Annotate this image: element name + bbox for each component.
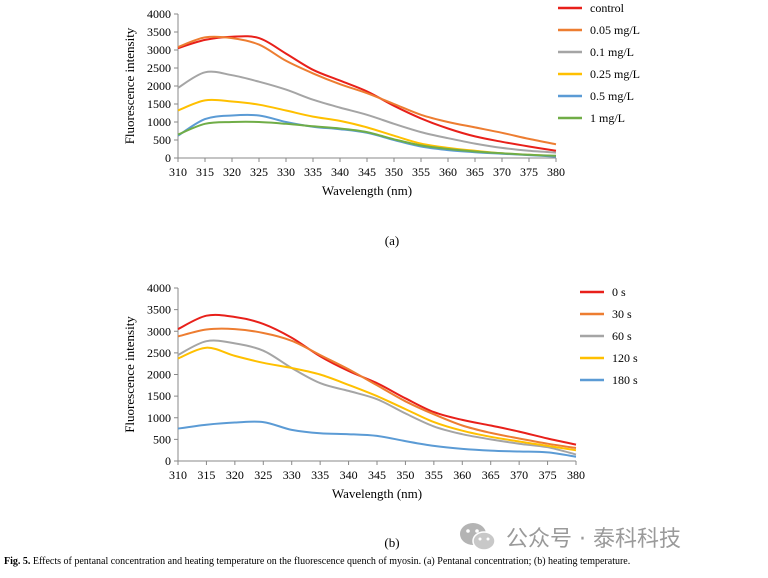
legend-label: 180 s [612, 373, 638, 387]
y-tick-label: 2000 [147, 79, 171, 93]
legend-label: 0.1 mg/L [590, 45, 634, 59]
caption-label: Fig. 5. [4, 556, 31, 567]
x-tick-label: 380 [567, 468, 585, 482]
y-axis-title: Fluorescence intensity [122, 27, 137, 144]
series-line-60-s [177, 339, 577, 456]
x-tick-label: 365 [482, 468, 500, 482]
y-tick-label: 0 [165, 454, 171, 468]
series-line-30-s [177, 327, 577, 449]
x-tick-label: 365 [466, 165, 484, 179]
legend-label: 0 s [612, 285, 626, 299]
x-axis-title: Wavelength (nm) [322, 183, 412, 198]
legend-label: 120 s [612, 351, 638, 365]
x-tick-label: 355 [412, 165, 430, 179]
x-tick-label: 315 [196, 165, 214, 179]
x-tick-label: 360 [453, 468, 471, 482]
x-tick-label: 345 [368, 468, 386, 482]
y-tick-label: 2500 [147, 61, 171, 75]
x-tick-label: 360 [439, 165, 457, 179]
y-tick-label: 3000 [147, 324, 171, 338]
x-tick-label: 375 [520, 165, 538, 179]
x-tick-label: 320 [226, 468, 244, 482]
series-line-0-1-mg-l [177, 70, 557, 154]
chart-panel-a: 0 500 1000 1500 2000 2500 3000 3500 4000 310 315 32… [122, 1, 640, 248]
y-tick-label: 1000 [147, 115, 171, 129]
legend-label: 60 s [612, 329, 632, 343]
x-tick-label: 310 [169, 468, 187, 482]
x-tick-label: 310 [169, 165, 187, 179]
wechat-logo-icon [460, 523, 496, 551]
legend-label: 30 s [612, 307, 632, 321]
legend-label: 1 mg/L [590, 111, 625, 125]
chart-panel-b: 0 500 1000 1500 2000 2500 3000 3500 4000 310 315 32… [122, 281, 638, 550]
y-tick-label: 2000 [147, 368, 171, 382]
series-line-control [177, 35, 557, 152]
caption-text: Effects of pentanal concentration and he… [32, 556, 631, 567]
y-tick-label: 1500 [147, 389, 171, 403]
x-tick-label: 370 [493, 165, 511, 179]
series-line-0-05-mg-l [177, 35, 557, 146]
x-tick-label: 330 [283, 468, 301, 482]
y-tick-label: 500 [153, 133, 171, 147]
x-tick-label: 335 [311, 468, 329, 482]
x-tick-label: 375 [539, 468, 557, 482]
y-tick-label: 3000 [147, 43, 171, 57]
y-tick-label: 500 [153, 432, 171, 446]
x-tick-label: 325 [250, 165, 268, 179]
x-tick-label: 345 [358, 165, 376, 179]
series-line-120-s [177, 346, 577, 452]
y-tick-label: 1500 [147, 97, 171, 111]
y-tick-label: 3500 [147, 303, 171, 317]
x-tick-label: 320 [223, 165, 241, 179]
y-tick-label: 2500 [147, 346, 171, 360]
x-tick-label: 325 [254, 468, 272, 482]
watermark-text: 公众号 · 泰科科技 [506, 527, 681, 552]
figure-caption: Fig. 5. Effects of pentanal concentratio… [4, 556, 768, 567]
x-axis-title: Wavelength (nm) [332, 486, 422, 501]
legend-label: control [590, 1, 625, 15]
legend-label: 0.25 mg/L [590, 67, 640, 81]
y-tick-label: 3500 [147, 25, 171, 39]
x-tick-label: 370 [510, 468, 528, 482]
legend-label: 0.05 mg/L [590, 23, 640, 37]
y-axis-title: Fluorescence intensity [122, 316, 137, 433]
x-tick-label: 340 [340, 468, 358, 482]
watermark: 公众号 · 泰科科技 [458, 519, 681, 555]
y-tick-label: 0 [165, 151, 171, 165]
x-tick-label: 350 [385, 165, 403, 179]
x-tick-label: 380 [547, 165, 565, 179]
legend-label: 0.5 mg/L [590, 89, 634, 103]
x-tick-label: 315 [197, 468, 215, 482]
x-tick-label: 335 [304, 165, 322, 179]
y-tick-label: 4000 [147, 7, 171, 21]
panel-label: (a) [385, 233, 399, 248]
series-line-1-mg-l [177, 120, 557, 157]
x-tick-label: 355 [425, 468, 443, 482]
series-line-180-s [177, 420, 577, 458]
y-tick-label: 1000 [147, 411, 171, 425]
series-line-0-s [177, 313, 577, 446]
x-tick-label: 340 [331, 165, 349, 179]
panel-label: (b) [384, 535, 399, 550]
x-tick-label: 350 [396, 468, 414, 482]
y-tick-label: 4000 [147, 281, 171, 295]
x-tick-label: 330 [277, 165, 295, 179]
